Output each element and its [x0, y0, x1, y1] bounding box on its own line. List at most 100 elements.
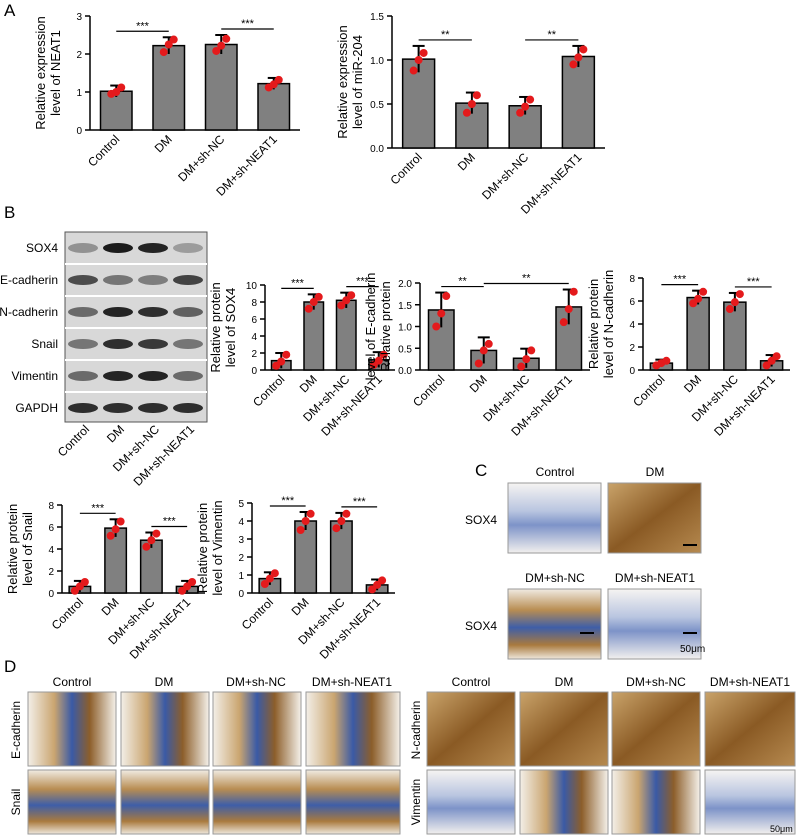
data-point — [159, 48, 168, 57]
histology-image — [507, 482, 602, 554]
significance-label: ** — [522, 273, 531, 285]
histology-image — [519, 769, 609, 835]
bar-chart: 0.0 0.5 1.0 1.5 2.0 level of E-cadherin Relati… — [363, 273, 590, 439]
blot-band — [68, 243, 98, 253]
blot-band — [103, 275, 133, 285]
data-point — [342, 296, 351, 305]
significance-label: ** — [441, 29, 450, 41]
bar — [257, 82, 291, 131]
data-point — [188, 578, 197, 586]
blot-band — [138, 307, 168, 317]
y-tick-label: 6 — [629, 297, 635, 308]
blot-band — [68, 307, 98, 317]
histology-image — [426, 769, 516, 835]
data-point — [274, 75, 283, 84]
x-tick-label: DM — [455, 150, 478, 173]
data-point — [332, 524, 341, 533]
data-point — [527, 346, 536, 355]
y-tick-label: 0.0 — [398, 366, 412, 377]
column-label: DM+sh-NC — [226, 675, 286, 689]
y-tick-label: 1.5 — [370, 12, 384, 23]
blot-band — [138, 275, 168, 285]
data-point — [472, 91, 481, 100]
y-tick-label: 5 — [238, 499, 244, 510]
data-point — [474, 359, 483, 368]
x-tick-label: Control — [239, 595, 276, 632]
significance-label: *** — [673, 274, 687, 286]
column-label: DM — [155, 675, 174, 689]
data-point — [419, 48, 428, 57]
data-point — [314, 292, 323, 301]
data-point — [517, 362, 526, 371]
data-point — [337, 301, 346, 310]
bar — [723, 301, 747, 371]
row-label: SOX4 — [465, 513, 497, 527]
data-point — [111, 525, 120, 534]
data-point — [559, 318, 568, 327]
x-tick-label: Control — [49, 595, 86, 632]
data-point — [526, 95, 535, 104]
data-point — [147, 536, 156, 545]
blot-band — [138, 339, 168, 349]
y-axis-label: level of Snail — [20, 512, 35, 586]
x-tick-label: DM — [152, 132, 175, 155]
data-point — [479, 346, 488, 355]
x-tick-label: DM+sh-NC — [175, 132, 227, 184]
bar-chart: 0 1 2 3 4 5 Relative protein level of Vimentin C… — [195, 495, 395, 662]
blot-row-label: Snail — [31, 337, 58, 351]
blot-band — [138, 243, 168, 253]
blot-row-label: Vimentin — [12, 369, 58, 383]
data-point — [484, 339, 493, 348]
bar-chart: 0 2 4 6 8 Relative protein level of N-cadherin… — [586, 270, 790, 439]
data-point — [222, 34, 231, 43]
histology-image — [607, 588, 702, 660]
blot-row-label: GAPDH — [15, 401, 58, 415]
y-axis-label: level of Vimentin — [210, 500, 225, 595]
significance-label: *** — [291, 277, 305, 289]
histology-image — [426, 691, 516, 767]
x-tick-label: Control — [387, 150, 424, 187]
y-tick-label: 3 — [238, 535, 244, 546]
data-point — [521, 102, 530, 111]
y-tick-label: 0 — [629, 366, 635, 377]
column-label: Control — [452, 675, 491, 689]
y-tick-label: 1.0 — [370, 56, 384, 67]
data-point — [304, 304, 313, 313]
data-point — [414, 56, 423, 64]
significance-label: *** — [91, 502, 105, 514]
y-axis-label: level of E-cadherin — [363, 273, 378, 381]
y-tick-label: 0.5 — [398, 344, 412, 355]
bar — [99, 90, 133, 131]
data-point — [516, 108, 525, 117]
x-tick-label: Control — [410, 372, 447, 409]
y-axis-label: level of SOX4 — [223, 288, 238, 368]
y-tick-label: 1.0 — [398, 323, 412, 334]
data-point — [432, 322, 441, 331]
x-tick-label: Control — [85, 132, 122, 169]
data-point — [662, 356, 671, 365]
histology-image — [607, 482, 702, 554]
lane-label: DM — [104, 422, 127, 445]
y-axis-label: level of NEAT1 — [48, 30, 63, 116]
row-label: E-cadherin — [9, 701, 23, 759]
y-tick-label: 2.0 — [398, 279, 412, 290]
y-axis-label: Relative expression — [335, 25, 350, 138]
blot-band — [68, 403, 98, 413]
blot-row-label: SOX4 — [26, 241, 58, 255]
blot-band — [173, 371, 203, 381]
y-tick-label: 2 — [629, 343, 635, 354]
lane-label: DM+sh-NEAT1 — [131, 422, 198, 489]
data-point — [309, 298, 318, 306]
histology-image — [704, 691, 796, 767]
histology-grid — [27, 691, 796, 835]
y-tick-label: 4 — [48, 545, 54, 556]
blot-band — [138, 403, 168, 413]
data-point — [164, 40, 173, 49]
column-label: DM — [555, 675, 574, 689]
blot-band — [103, 403, 133, 413]
x-tick-label: Control — [630, 372, 667, 409]
histology-image — [611, 769, 701, 835]
y-tick-label: 4 — [629, 320, 635, 331]
panel-label: D — [4, 657, 16, 676]
y-tick-label: 2 — [76, 50, 82, 61]
